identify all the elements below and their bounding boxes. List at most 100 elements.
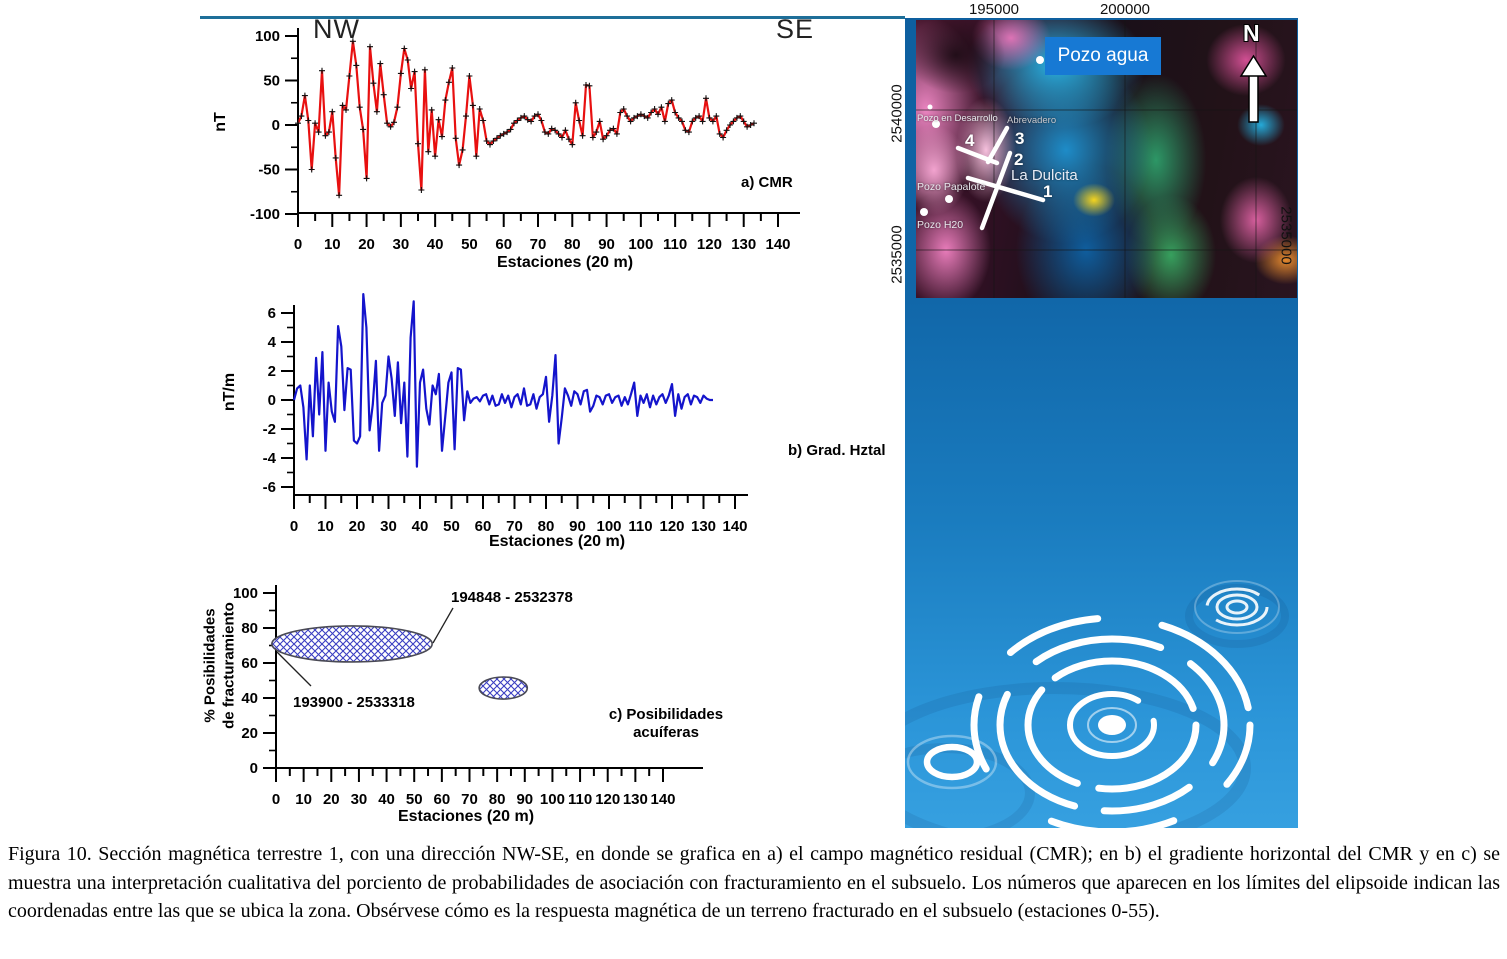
right-panel-column [905,18,1298,828]
svg-text:100: 100 [596,518,621,535]
svg-text:80: 80 [489,791,506,808]
svg-text:80: 80 [538,518,555,535]
site-pozo-papalote: Pozo Papalote [917,181,986,193]
svg-text:60: 60 [434,791,451,808]
svg-text:30: 30 [393,236,410,253]
svg-text:110: 110 [628,518,652,535]
ripple-ring-bottom-left [906,734,998,790]
svg-text:20: 20 [358,236,375,253]
chart-b-gradient-series [292,293,713,468]
profile-number-2: 2 [1014,150,1024,169]
well-location-dots [920,56,1044,216]
north-arrow-icon [1239,54,1268,123]
svg-text:70: 70 [530,236,547,253]
coordinate-annotation-left: 193900 - 2533318 [293,694,415,711]
coordinate-annotation-right: 194848 - 2532378 [451,589,573,606]
svg-text:20: 20 [323,791,340,808]
svg-text:0: 0 [250,760,258,777]
svg-text:0: 0 [268,392,276,409]
svg-text:120: 120 [697,236,722,253]
svg-text:0: 0 [290,518,298,535]
profile-number-1: 1 [1043,182,1053,201]
svg-text:120: 120 [659,518,684,535]
panel-b-label: b) Grad. Hztal [788,442,886,459]
svg-text:40: 40 [427,236,444,253]
top-divider-line [200,16,905,19]
svg-text:0: 0 [272,791,280,808]
magnetic-profile-lines [955,125,1046,231]
svg-text:60: 60 [475,518,492,535]
profile-direction-nw: NW [313,14,360,44]
svg-text:20: 20 [349,518,366,535]
svg-text:50: 50 [263,73,280,90]
svg-text:40: 40 [412,518,429,535]
charts-canvas: 0 10 20 30 40 50 60 70 80 90 100 110 120 130 140-100-5… [233,28,800,808]
svg-text:100: 100 [233,585,258,602]
svg-text:2: 2 [268,363,276,380]
pozo-agua-label: Pozo agua [1057,45,1149,66]
svg-text:100: 100 [540,791,565,808]
svg-text:-100: -100 [250,206,280,223]
axis-title-estaciones-a: Estaciones (20 m) [496,254,634,271]
svg-text:60: 60 [495,236,512,253]
profile-direction-se: SE [776,14,815,44]
axis-title-nt: nT [212,112,229,132]
svg-text:50: 50 [461,236,478,253]
svg-text:140: 140 [650,791,675,808]
svg-text:140: 140 [722,518,747,535]
svg-text:140: 140 [765,236,790,253]
svg-text:120: 120 [595,791,620,808]
fracture-zone-ellipse [478,676,529,700]
site-abrevadero: Abrevadero [1007,115,1057,126]
ripple-large [970,614,1254,828]
chart-a-cmr-markers [295,38,757,199]
svg-text:40: 40 [378,791,395,808]
axis-title-estaciones-c: Estaciones (20 m) [397,808,535,825]
svg-text:90: 90 [569,518,586,535]
svg-text:80: 80 [564,236,581,253]
pozo-agua-callout: Pozo agua [1045,37,1161,75]
fracture-zone-ellipse [271,625,433,663]
annotation-leader-line [276,651,312,687]
annotation-leader-line [432,607,454,644]
figure-caption: Figura 10. Sección magnética terrestre 1… [8,843,1500,922]
svg-text:40: 40 [241,690,258,707]
chart-b-gradient: 0 10 20 30 40 50 60 70 80 90 100 110 120 130 140-6-4-2… [263,293,748,535]
map-easting-200000: 200000 [1099,1,1151,18]
svg-text:0: 0 [272,117,280,134]
svg-text:130: 130 [691,518,716,535]
svg-text:100: 100 [255,28,280,45]
axis-title-pct-line2: de fracturamiento [220,602,238,729]
map-northing-2535000-right: 2535000 [1277,206,1295,265]
map-easting-195000: 195000 [968,1,1020,18]
water-ripples-graphic [905,580,1289,828]
map-northing-2535000-left: 2535000 [888,225,906,284]
svg-text:4: 4 [268,334,277,351]
svg-text:90: 90 [598,236,615,253]
svg-text:6: 6 [268,305,276,322]
svg-text:-6: -6 [263,479,276,496]
svg-text:110: 110 [568,791,592,808]
panel-c-label-line1: c) Posibilidades [608,706,724,723]
svg-text:80: 80 [241,620,258,637]
site-pozo-en-desarrollo: Pozo en Desarrollo [917,113,998,124]
svg-text:100: 100 [628,236,653,253]
svg-text:-50: -50 [258,162,280,179]
svg-text:90: 90 [516,791,533,808]
svg-text:30: 30 [351,791,368,808]
axis-title-ntm: nT/m [221,372,238,412]
chart-c-fracture: 0 10 20 30 40 50 60 70 80 90 100 110 120 130 140020406… [233,585,703,808]
svg-text:10: 10 [317,518,334,535]
svg-text:50: 50 [443,518,460,535]
svg-text:20: 20 [241,725,258,742]
chart-a-cmr-series [297,40,755,197]
svg-text:-4: -4 [263,450,277,467]
site-pozo-h20: Pozo H20 [917,219,964,231]
svg-text:110: 110 [663,236,687,253]
chart-a-cmr: 0 10 20 30 40 50 60 70 80 90 100 110 120 130 140 -100 -5… [250,28,800,253]
svg-text:70: 70 [506,518,523,535]
area-label-la-dulcita: La Dulcita [1011,167,1078,184]
profile-number-4: 4 [965,131,975,150]
svg-text:10: 10 [295,791,312,808]
